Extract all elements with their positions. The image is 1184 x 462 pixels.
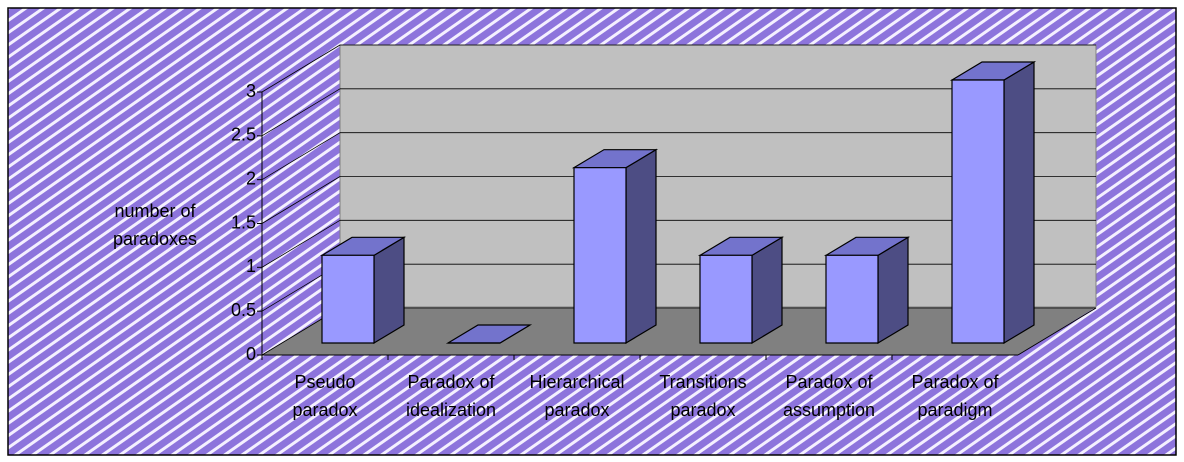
bar: [445, 324, 533, 344]
bar: [823, 236, 911, 345]
y-tick-label: 2: [246, 168, 256, 188]
bar-front: [951, 79, 1005, 344]
bar: [949, 60, 1037, 345]
bar: [319, 236, 407, 345]
x-tick-label: Hierarchical paradox: [529, 372, 625, 420]
bar-front: [321, 254, 375, 344]
x-tick-label: Paradox of idealization: [405, 372, 497, 420]
y-tick-label: 0.5: [231, 300, 256, 320]
bar: [697, 236, 785, 345]
bar-front: [699, 254, 753, 344]
grid-line: [261, 88, 341, 137]
bar-side: [1003, 60, 1035, 345]
grid-line: [261, 176, 341, 224]
bar: [571, 148, 659, 345]
y-tick-label: 0: [246, 344, 256, 364]
y-tick-label: 3: [246, 81, 256, 101]
bar-front: [825, 254, 879, 344]
bar-side: [625, 148, 657, 345]
x-tick-label: Transitions paradox: [659, 372, 747, 420]
grid-line: [261, 44, 341, 93]
grid-line: [261, 219, 341, 268]
y-axis-label: number of paradoxes: [112, 201, 198, 249]
y-tick-label: 1: [246, 256, 256, 276]
y-tick-label: 2.5: [231, 125, 256, 145]
x-tick-label: Pseudo paradox: [292, 372, 358, 420]
bar-front: [573, 167, 627, 344]
x-tick-label: Paradox of assumption: [782, 372, 876, 420]
x-axis-depth: [1017, 307, 1097, 356]
x-tick-label: Paradox of paradigm: [911, 372, 999, 420]
grid-line: [261, 132, 341, 181]
y-tick-label: 1.5: [231, 212, 256, 232]
